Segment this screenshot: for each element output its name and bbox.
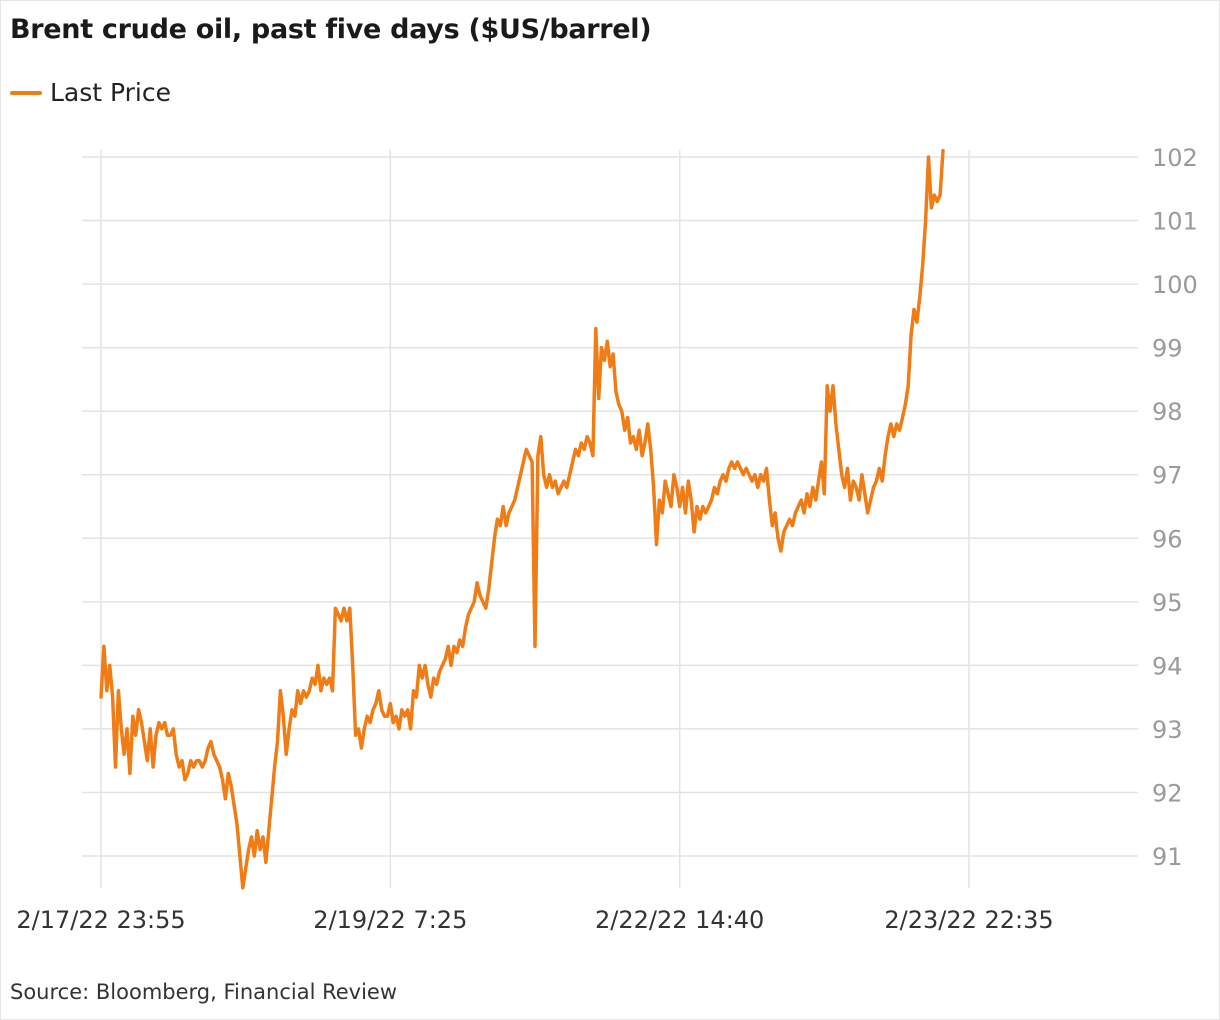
- legend-swatch: [10, 90, 42, 95]
- series-line-last-price: [99, 148, 945, 890]
- source-note: Source: Bloomberg, Financial Review: [10, 980, 398, 1004]
- y-tick-label: 100: [1152, 271, 1198, 299]
- y-tick-label: 98: [1152, 398, 1183, 426]
- x-tick-label: 2/22/22 14:40: [595, 906, 764, 934]
- y-tick-label: 91: [1152, 843, 1183, 871]
- x-tick-label: 2/19/22 7:25: [313, 906, 467, 934]
- x-tick-labels: 2/17/22 23:55 2/19/22 7:25 2/22/22 14:40 2/…: [16, 906, 1053, 934]
- y-tick-label: 99: [1152, 335, 1183, 363]
- legend: Last Price: [10, 78, 171, 107]
- y-tick-labels: 91 92 93 94 95 96 97 98 99 100 101 102: [1152, 144, 1198, 871]
- series-group: [99, 148, 945, 890]
- y-tick-label: 96: [1152, 525, 1183, 553]
- y-tick-label: 93: [1152, 716, 1183, 744]
- y-tick-label: 92: [1152, 779, 1183, 807]
- y-tick-label: 94: [1152, 652, 1183, 680]
- x-tick-label: 2/17/22 23:55: [16, 906, 185, 934]
- chart-title: Brent crude oil, past five days ($US/bar…: [10, 14, 652, 45]
- x-tick-label: 2/23/22 22:35: [884, 906, 1053, 934]
- x-gridlines: [100, 150, 970, 888]
- legend-label-last-price: Last Price: [50, 78, 172, 107]
- y-tick-label: 95: [1152, 589, 1183, 617]
- y-tick-label: 101: [1152, 208, 1198, 236]
- y-tick-label: 102: [1152, 144, 1198, 172]
- y-tick-label: 97: [1152, 462, 1183, 490]
- y-gridlines: [82, 156, 1138, 857]
